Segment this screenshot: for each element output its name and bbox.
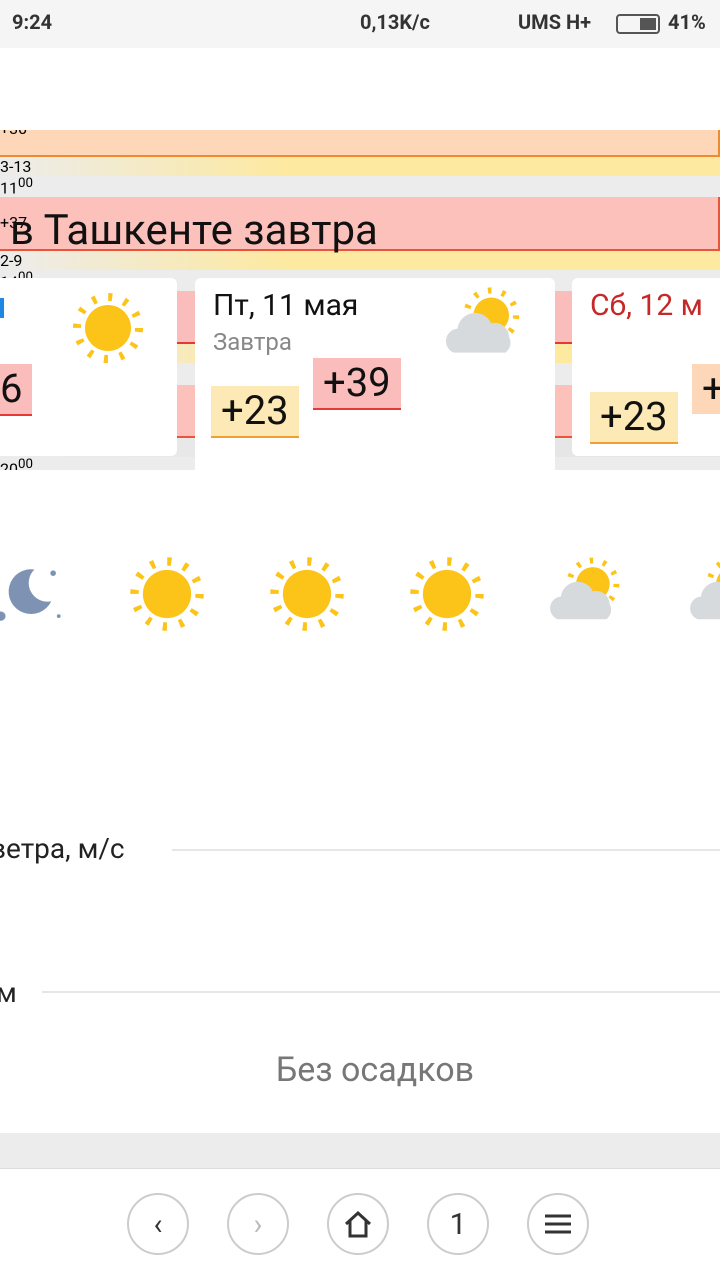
wind-tag: 2-9 (0, 250, 720, 270)
weather-icon (68, 288, 148, 368)
network-speed: 0,13K/с (360, 10, 430, 34)
temp-high: 6 (0, 364, 33, 416)
temp-low: +23 (211, 386, 299, 438)
weather-icon (125, 552, 209, 636)
weather-icon (0, 548, 69, 632)
hour-minutes: 00 (17, 456, 33, 472)
menu-icon (545, 1214, 571, 1234)
home-button[interactable] (327, 1193, 389, 1255)
date: Пт, 11 мая (213, 288, 359, 323)
address-area (0, 48, 720, 130)
wind-value: 3-13 (0, 156, 32, 176)
divider (42, 991, 720, 993)
wind-tag: 3-13 (0, 156, 720, 176)
wind-label: ветра, м/с (0, 832, 125, 865)
weather-icon (440, 286, 530, 366)
temp-high: +39 (313, 358, 401, 410)
day-card: Сб, 12 м +23 + (572, 278, 720, 456)
hour-value: 11 (0, 177, 18, 197)
precip-label: м (0, 976, 17, 1009)
status-bar: 9:24 0,13K/с UMS H+ 41% (0, 0, 720, 48)
temp-block: +37 (0, 196, 720, 251)
weather-icon (405, 552, 489, 636)
weather-icon (685, 552, 720, 636)
weather-icon (545, 552, 629, 636)
weather-icon (265, 552, 349, 636)
tabs-button[interactable]: 1 (427, 1193, 489, 1255)
forward-button[interactable]: › (227, 1193, 289, 1255)
temp-low: +23 (590, 392, 678, 444)
day-card: Пт, 11 мая Завтра +23 +39 (195, 278, 555, 470)
carrier: UMS H+ (518, 10, 591, 34)
time: 9:24 (12, 10, 53, 34)
day-card: 6 (0, 278, 177, 456)
hour: 1100 (0, 176, 720, 197)
hour-minutes: 00 (17, 175, 33, 191)
menu-button[interactable] (527, 1193, 589, 1255)
temp-high: + (692, 364, 720, 414)
heading: в Ташкенте завтра (10, 206, 378, 255)
date: Сб, 12 м (590, 288, 703, 323)
battery: 41% (668, 10, 706, 34)
home-icon (344, 1210, 372, 1238)
divider (172, 849, 720, 851)
precip: Без осадков (275, 1050, 475, 1090)
wind-value: 2-9 (0, 250, 23, 270)
battery-icon (616, 14, 660, 34)
label: Завтра (213, 328, 292, 356)
back-button[interactable]: ‹ (127, 1193, 189, 1255)
